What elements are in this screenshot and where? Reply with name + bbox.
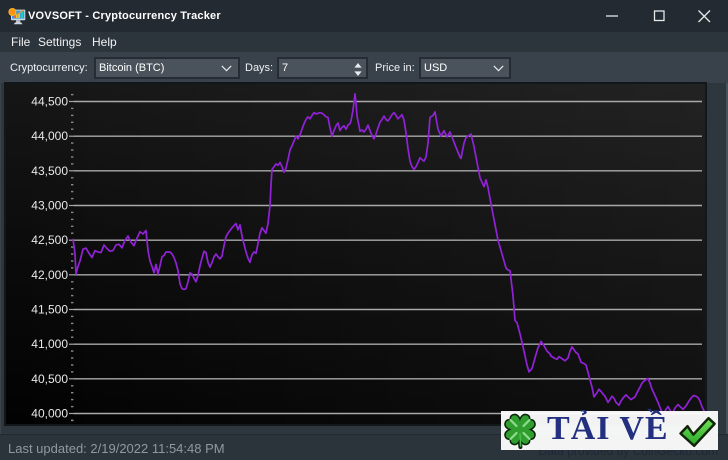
svg-text:43,500: 43,500 — [31, 164, 68, 178]
svg-text:43,000: 43,000 — [31, 199, 68, 213]
svg-text:41,000: 41,000 — [31, 337, 68, 351]
svg-text:42,500: 42,500 — [31, 233, 68, 247]
svg-text:41,500: 41,500 — [31, 303, 68, 317]
svg-text:40,500: 40,500 — [31, 372, 68, 386]
svg-text:40,000: 40,000 — [31, 407, 68, 421]
svg-text:42,000: 42,000 — [31, 268, 68, 282]
svg-text:44,000: 44,000 — [31, 129, 68, 143]
svg-text:44,500: 44,500 — [31, 95, 68, 109]
